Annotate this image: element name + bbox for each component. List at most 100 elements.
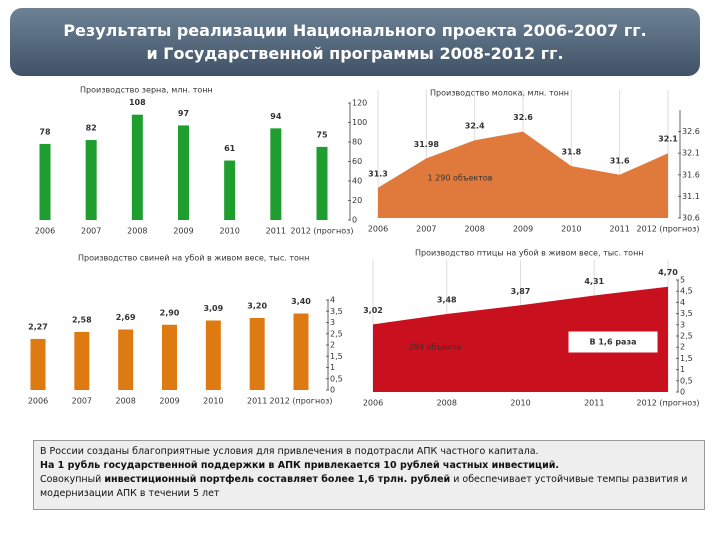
y-tick-label: 4,5 [680, 287, 693, 296]
footer-line: В России созданы благоприятные условия д… [40, 446, 539, 457]
footer-text: и обеспечивает устойчивые темпы развития… [40, 474, 688, 499]
bar [293, 313, 309, 390]
data-label: 31.8 [561, 148, 581, 157]
x-tick-label: 2008 [127, 227, 147, 236]
x-tick-label: 2011 [584, 399, 604, 408]
x-tick-label: 2007 [72, 397, 92, 406]
footer-text: Совокупный [40, 474, 105, 485]
x-tick-label: 2010 [510, 399, 530, 408]
data-label: 32.6 [513, 113, 533, 122]
x-tick-label: 2006 [35, 227, 55, 236]
data-label: 31.3 [368, 169, 388, 178]
bar [162, 324, 177, 390]
bar [224, 160, 236, 220]
bar [118, 329, 134, 390]
annotation: 284 объекта [409, 343, 462, 352]
bar [39, 143, 51, 220]
x-tick-label: 2010 [561, 225, 581, 234]
x-tick-label: 2010 [203, 397, 223, 406]
y-tick-label: 1,5 [330, 352, 343, 361]
y-tick-label: 120 [352, 99, 367, 108]
y-tick-label: 0 [680, 388, 685, 397]
data-label: 32.1 [658, 135, 678, 144]
x-tick-label: 2007 [416, 225, 436, 234]
y-tick-label: 3 [330, 318, 335, 327]
footer-text: инвестиционный портфель составляет более… [104, 474, 451, 485]
x-tick-label: 2006 [28, 397, 48, 406]
x-tick-label: 2012 (прогноз) [270, 397, 333, 406]
title-line: Результаты реализации Национального прое… [63, 21, 647, 40]
x-tick-label: 2009 [173, 227, 193, 236]
data-label: 61 [224, 144, 236, 153]
data-label: 78 [39, 127, 51, 136]
data-label: 2,58 [72, 315, 92, 324]
y-tick-label: 31.1 [682, 192, 700, 201]
y-tick-label: 3 [680, 320, 685, 329]
y-tick-label: 20 [352, 196, 362, 205]
y-tick-label: 4 [330, 296, 335, 305]
y-tick-label: 2,5 [330, 329, 343, 338]
data-label: 2,27 [28, 322, 48, 331]
data-label: 3,87 [511, 287, 531, 296]
y-tick-label: 31.6 [682, 170, 700, 179]
chart-title: Производство зерна, млн. тонн [80, 86, 213, 95]
header: Результаты реализации Национального прое… [10, 8, 700, 76]
x-tick-label: 2012 (прогноз) [637, 225, 700, 234]
data-label: 75 [316, 130, 328, 139]
bar [131, 114, 143, 220]
bar [316, 146, 328, 220]
data-label: 2,90 [160, 308, 180, 317]
data-label: 32.4 [465, 122, 485, 131]
data-label: 97 [178, 109, 189, 118]
bar [30, 338, 46, 390]
bar [74, 331, 90, 390]
y-tick-label: 30.6 [682, 214, 700, 223]
area [378, 131, 668, 218]
annotation: В 1,6 раза [589, 338, 636, 347]
y-tick-label: 0 [330, 386, 335, 395]
y-tick-label: 4 [680, 298, 685, 307]
data-label: 3,20 [247, 302, 267, 311]
bar [249, 318, 265, 390]
data-label: 3,40 [291, 297, 311, 306]
x-tick-label: 2006 [363, 399, 383, 408]
area [373, 286, 668, 392]
y-tick-label: 0,5 [330, 374, 343, 383]
y-tick-label: 2,5 [680, 332, 693, 341]
chart-title: Производство свиней на убой в живом весе… [78, 254, 309, 263]
y-tick-label: 1,5 [680, 354, 693, 363]
bar [178, 125, 189, 220]
bar [205, 320, 221, 390]
x-tick-label: 2008 [464, 225, 484, 234]
footer: В России созданы благоприятные условия д… [33, 440, 705, 510]
x-tick-label: 2012 (прогноз) [637, 399, 700, 408]
bar [85, 140, 97, 220]
x-tick-label: 2006 [368, 225, 388, 234]
y-tick-label: 5 [680, 276, 685, 285]
y-tick-label: 1 [330, 363, 335, 372]
x-tick-label: 2007 [81, 227, 101, 236]
y-tick-label: 0,5 [680, 376, 693, 385]
y-tick-label: 0 [352, 216, 357, 225]
y-tick-label: 40 [352, 177, 362, 186]
footer-line: Совокупный инвестиционный портфель соста… [40, 473, 698, 501]
data-label: 3,09 [203, 304, 223, 313]
data-label: 3,48 [437, 296, 457, 305]
x-tick-label: 2010 [219, 227, 239, 236]
data-label: 2,69 [116, 313, 136, 322]
title-line: и Государственной программы 2008-2012 гг… [146, 44, 564, 63]
data-label: 108 [129, 98, 146, 107]
callout-box [567, 330, 659, 354]
x-tick-label: 2008 [437, 399, 457, 408]
y-tick-label: 60 [352, 157, 362, 166]
data-label: 31.6 [610, 156, 630, 165]
y-tick-label: 2 [680, 343, 685, 352]
annotation: 1 290 объектов [428, 174, 493, 183]
y-tick-label: 32.1 [682, 149, 700, 158]
y-tick-label: 3,5 [680, 309, 693, 318]
y-tick-label: 3,5 [330, 307, 343, 316]
data-label: 31.98 [414, 140, 440, 149]
chart-title: Производство птицы на убой в живом весе,… [415, 249, 644, 258]
y-tick-label: 2 [330, 341, 335, 350]
